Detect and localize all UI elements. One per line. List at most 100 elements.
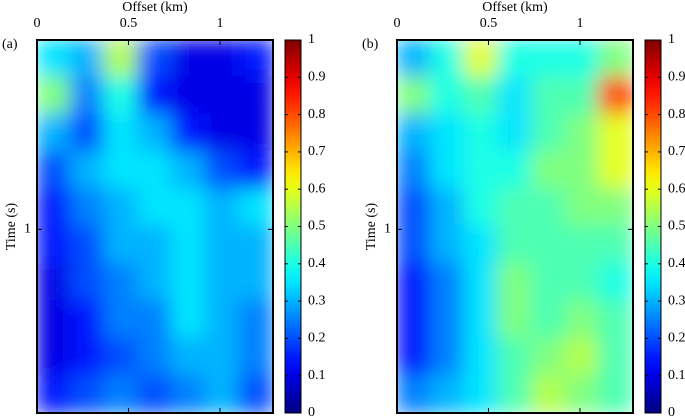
heat-cell	[103, 40, 140, 79]
heat-cell	[530, 113, 567, 153]
heat-cell	[598, 76, 633, 116]
colorbar-tick-label: 0.2	[308, 331, 326, 346]
heat-cell	[429, 188, 466, 228]
heat-cell	[103, 188, 140, 228]
heat-cell	[137, 150, 173, 191]
heat-cell	[103, 374, 140, 413]
colorbar-tick-label: 0.5	[308, 219, 326, 234]
heat-cell	[204, 337, 241, 377]
y-tick-label: 1	[384, 222, 391, 237]
heat-cell	[137, 262, 173, 303]
colorbar-tick-label: 0.6	[668, 181, 685, 196]
heat-cell	[69, 300, 106, 340]
x-axis-label: Offset (km)	[482, 0, 548, 15]
heat-cell	[170, 225, 207, 265]
heat-cell	[137, 76, 173, 116]
heat-cell	[429, 113, 466, 153]
heat-cell	[497, 76, 533, 116]
heat-cell	[204, 40, 241, 79]
heat-cell	[530, 262, 567, 303]
heat-cell	[69, 113, 106, 153]
colorbar-tick-label: 0.8	[668, 107, 685, 122]
heat-cell	[170, 337, 207, 377]
heat-cell	[397, 150, 432, 191]
heat-cell	[170, 113, 207, 153]
heat-cell	[497, 188, 533, 228]
heat-cell	[463, 76, 500, 116]
heat-cell	[564, 337, 601, 377]
panel-label: (a)	[2, 37, 18, 52]
heat-cell	[37, 300, 72, 340]
heat-cell	[204, 374, 241, 413]
heat-cell	[463, 188, 500, 228]
colorbar-tick-label: 0.6	[308, 181, 326, 196]
colorbar-tick-label: 0.4	[308, 256, 326, 271]
heat-cell	[397, 300, 432, 340]
heat-cell	[238, 188, 273, 228]
heat-cell	[204, 300, 241, 340]
heat-cell	[37, 225, 72, 265]
heat-cell	[137, 188, 173, 228]
heat-cell	[463, 225, 500, 265]
heatmap-cells	[397, 40, 633, 413]
heat-cell	[598, 113, 633, 153]
heat-cell	[463, 374, 500, 413]
heat-cell	[137, 113, 173, 153]
heat-cell	[397, 262, 432, 303]
colorbar-tick-label: 0.5	[668, 219, 685, 234]
heat-cell	[397, 113, 432, 153]
heat-cell	[137, 374, 173, 413]
heat-cell	[103, 150, 140, 191]
heat-cell	[37, 337, 72, 377]
heat-cell	[429, 374, 466, 413]
heat-cell	[497, 374, 533, 413]
heat-cell	[530, 337, 567, 377]
heat-cell	[530, 225, 567, 265]
colorbar-tick-label: 0.7	[668, 144, 685, 159]
heat-cell	[530, 300, 567, 340]
heat-cell	[170, 40, 207, 79]
heat-cell	[397, 188, 432, 228]
heat-cell	[564, 188, 601, 228]
heat-cell	[530, 76, 567, 116]
heat-cell	[463, 262, 500, 303]
heat-cell	[103, 300, 140, 340]
heat-cell	[137, 225, 173, 265]
heat-cell	[429, 150, 466, 191]
heat-cell	[103, 76, 140, 116]
heat-cell	[429, 337, 466, 377]
heat-cell	[37, 76, 72, 116]
heat-cell	[238, 300, 273, 340]
y-tick-label: 1	[24, 222, 31, 237]
heat-cell	[37, 40, 72, 79]
heat-cell	[564, 76, 601, 116]
x-tick-label: 0	[34, 16, 41, 31]
heat-cell	[69, 262, 106, 303]
heat-cell	[69, 40, 106, 79]
heat-cell	[598, 374, 633, 413]
heat-cell	[69, 374, 106, 413]
heat-cell	[103, 337, 140, 377]
heat-cell	[429, 300, 466, 340]
heat-cell	[238, 150, 273, 191]
heat-cell	[238, 337, 273, 377]
heat-cell	[238, 262, 273, 303]
x-tick-label: 0.5	[480, 16, 498, 31]
y-axis-label: Time (s)	[4, 203, 19, 251]
colorbar-tick-label: 0.7	[308, 144, 326, 159]
heat-cell	[497, 40, 533, 79]
heat-cell	[397, 225, 432, 265]
heat-cell	[69, 150, 106, 191]
heat-cell	[463, 300, 500, 340]
heat-cell	[564, 225, 601, 265]
x-tick-label: 0	[394, 16, 401, 31]
heat-cell	[137, 40, 173, 79]
heat-cell	[204, 262, 241, 303]
heat-cell	[463, 40, 500, 79]
heat-cell	[397, 374, 432, 413]
heat-cell	[598, 150, 633, 191]
colorbar-tick-label: 0.9	[668, 70, 685, 85]
y-axis-label: Time (s)	[364, 203, 379, 251]
colorbar-tick-label: 0.8	[308, 107, 326, 122]
